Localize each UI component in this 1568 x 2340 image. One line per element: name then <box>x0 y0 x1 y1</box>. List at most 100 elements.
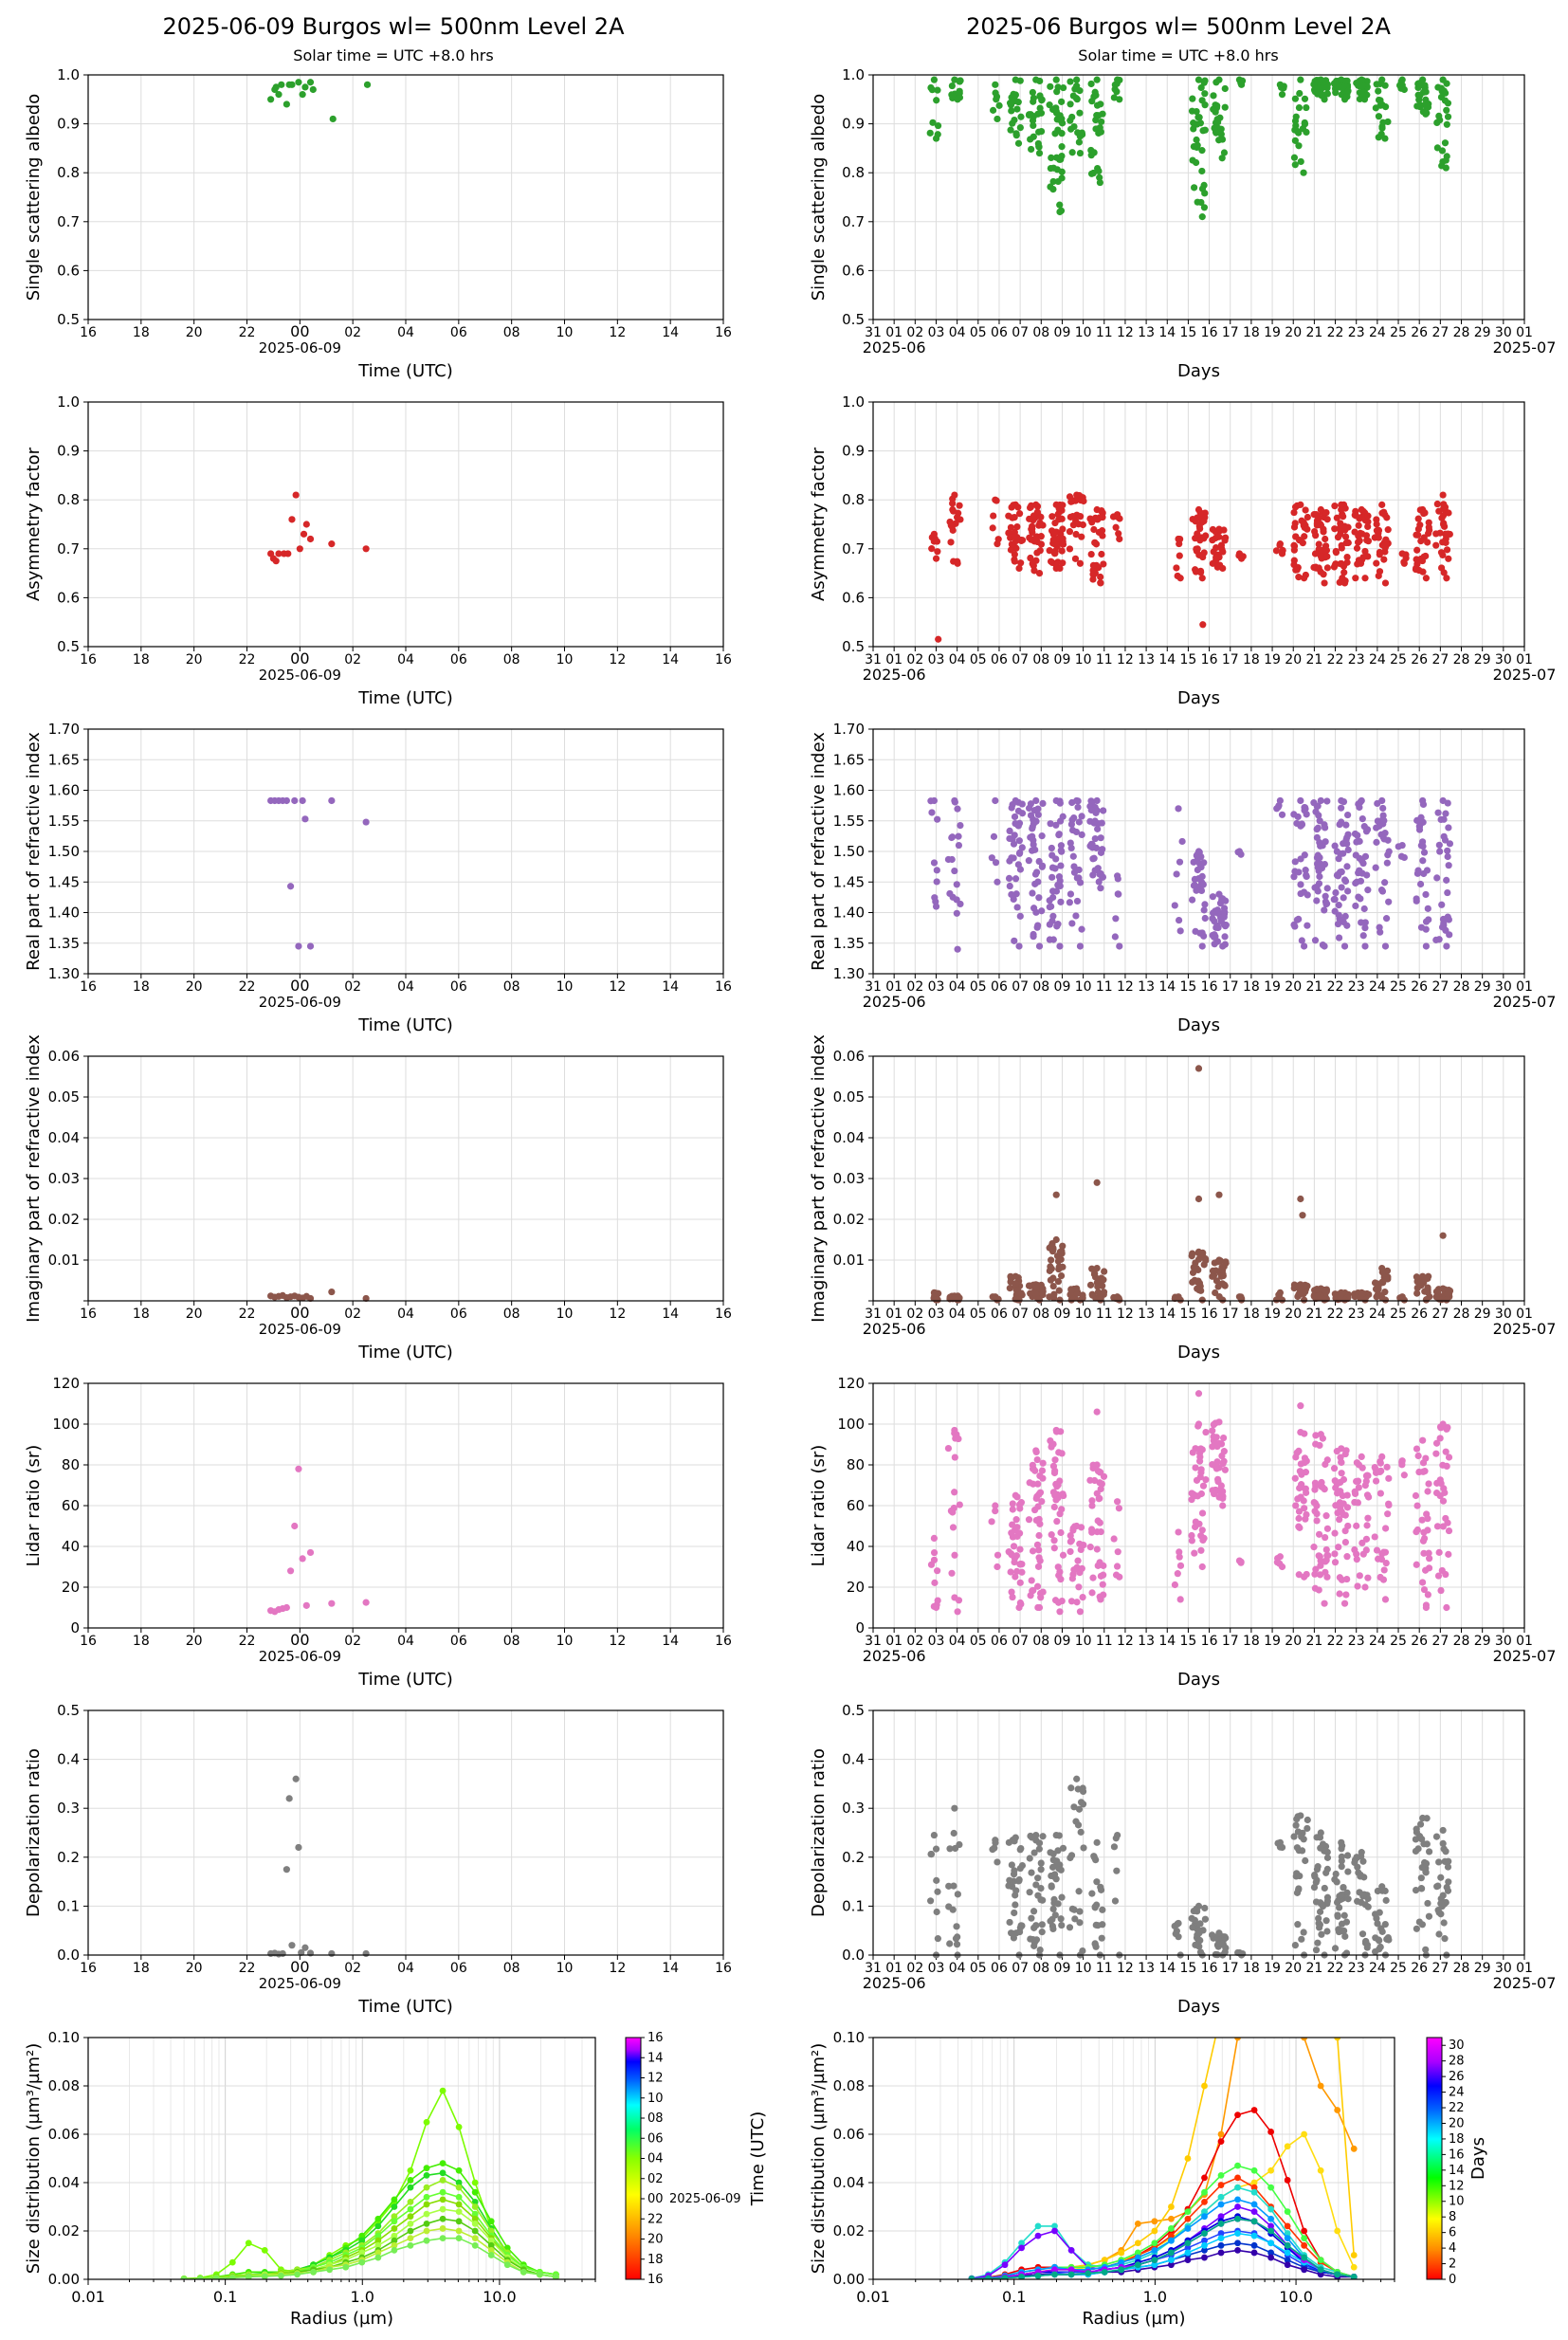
x-tick-label: 09 <box>1054 979 1071 995</box>
data-point <box>1381 579 1390 587</box>
x-tick-label: 01 <box>885 1307 903 1322</box>
data-point <box>1097 885 1104 892</box>
size-distribution-point <box>455 2235 463 2242</box>
data-point <box>1302 506 1309 514</box>
x-tick-label: 11 <box>1096 325 1113 340</box>
y-tick-label: 0.8 <box>842 491 865 508</box>
x-tick-label: 27 <box>1431 325 1449 340</box>
data-point <box>954 1296 961 1304</box>
data-point <box>1338 501 1345 508</box>
x-tick-label: 14 <box>662 1961 679 1976</box>
data-point <box>1221 535 1229 542</box>
x-tick-label: 19 <box>1264 1307 1281 1322</box>
data-point <box>288 1942 296 1949</box>
size-distribution-point <box>1184 2155 1192 2162</box>
data-point <box>1353 1477 1360 1486</box>
data-point <box>1097 1886 1105 1893</box>
data-point <box>1097 573 1104 581</box>
data-point <box>1197 1490 1206 1498</box>
y-tick-label: 0.06 <box>833 2126 865 2143</box>
x-date-label: 2025-06-09 <box>259 1975 341 1992</box>
data-point <box>1076 559 1085 567</box>
data-point <box>927 1897 935 1905</box>
data-point <box>279 1949 286 1958</box>
data-point <box>1418 1864 1426 1872</box>
data-point <box>1076 1908 1084 1915</box>
data-point <box>1094 1289 1103 1296</box>
data-point <box>1217 131 1225 138</box>
data-point <box>1058 119 1067 127</box>
data-point <box>1016 1561 1024 1568</box>
size-distribution-point <box>1267 2205 1275 2213</box>
y-tick-label: 0.06 <box>48 1048 80 1065</box>
data-point <box>1080 1844 1087 1852</box>
data-point <box>1436 848 1444 855</box>
data-point <box>934 86 941 94</box>
x-tick-label: 01 <box>1516 979 1533 995</box>
data-point <box>1444 847 1451 854</box>
data-point <box>1047 1849 1054 1856</box>
data-point <box>1076 1919 1084 1927</box>
data-point <box>1050 1537 1058 1545</box>
data-point <box>1199 881 1207 888</box>
data-point <box>930 538 938 545</box>
size-distribution-point <box>391 2203 398 2210</box>
colorbar-tick-label: 14 <box>1449 2164 1465 2178</box>
data-point <box>1441 139 1449 147</box>
data-point <box>1067 1532 1074 1540</box>
data-point <box>1047 558 1055 565</box>
data-point <box>1333 514 1340 521</box>
left-plot-frame <box>87 1709 724 1956</box>
data-point <box>1446 931 1453 939</box>
data-point <box>1353 838 1360 846</box>
size-distribution-point <box>1085 2270 1092 2277</box>
data-point <box>1413 546 1421 554</box>
data-point <box>1051 519 1059 527</box>
data-point <box>1295 1523 1303 1530</box>
data-point <box>1076 1608 1085 1616</box>
x-tick-label: 0.01 <box>856 2288 890 2306</box>
data-point <box>1335 902 1342 909</box>
data-point <box>1301 575 1308 582</box>
data-point <box>1444 1863 1452 1871</box>
data-point <box>1115 890 1122 898</box>
x-tick-label: 08 <box>503 1307 520 1322</box>
size-distribution-point <box>1034 2232 1042 2239</box>
data-point <box>931 1579 939 1586</box>
data-point <box>1094 825 1102 832</box>
x-date-start: 2025-06 <box>863 1974 926 1992</box>
x-tick-label: 30 <box>1495 325 1512 340</box>
data-point <box>1297 76 1304 83</box>
size-distribution-point <box>1267 2227 1275 2235</box>
data-point <box>1381 879 1389 887</box>
size-distribution-point <box>487 2252 495 2258</box>
data-point <box>1073 96 1081 103</box>
x-tick-label: 01 <box>1516 652 1533 667</box>
data-point <box>1096 514 1103 521</box>
data-point <box>1094 1562 1102 1569</box>
data-point <box>1199 621 1207 629</box>
data-point <box>1016 866 1025 873</box>
size-distribution-point <box>1350 2252 1358 2258</box>
data-point <box>1073 1775 1081 1782</box>
x-tick-label: 22 <box>1327 325 1344 340</box>
data-point <box>1314 824 1322 832</box>
data-point <box>1339 1491 1346 1500</box>
data-point <box>1310 81 1318 88</box>
data-point <box>1069 852 1077 860</box>
data-point <box>1200 932 1208 940</box>
data-point <box>1419 1272 1427 1280</box>
data-point <box>1201 901 1209 908</box>
data-point <box>1378 76 1386 83</box>
data-point <box>994 1563 1001 1571</box>
data-point <box>1036 1946 1044 1954</box>
data-point <box>1338 884 1345 891</box>
data-point <box>1198 575 1206 582</box>
data-point <box>1033 1455 1041 1464</box>
x-tick-label: 04 <box>397 652 414 667</box>
data-point <box>1434 1572 1443 1580</box>
data-point <box>267 96 275 103</box>
data-point <box>1311 1499 1320 1508</box>
colorbar-tick-label: 12 <box>647 2072 664 2086</box>
